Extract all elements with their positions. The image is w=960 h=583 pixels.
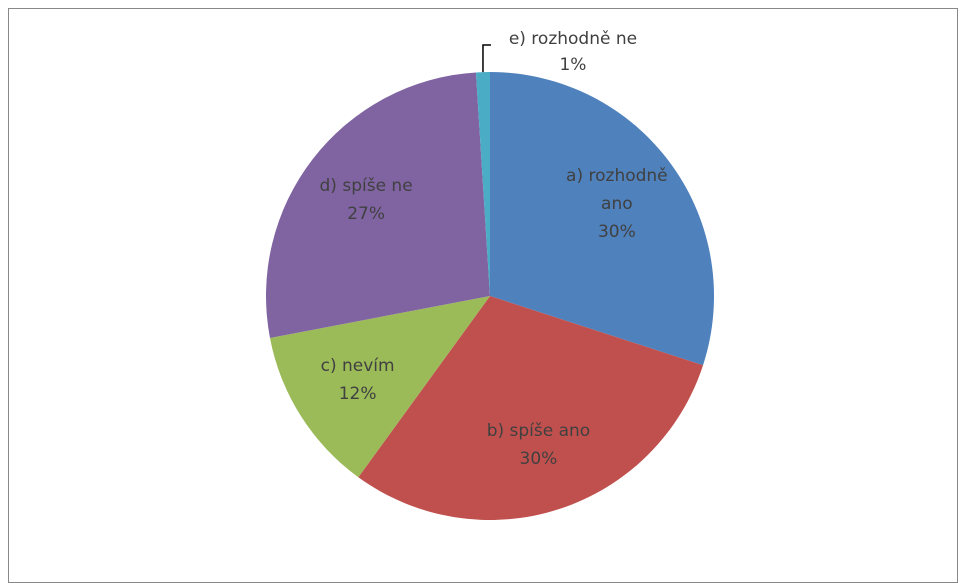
pie-slice <box>490 72 714 366</box>
slice-label: e) rozhodně ne 1% <box>509 26 637 78</box>
slice-label: c) nevím 12% <box>321 352 395 408</box>
pie-slice <box>266 72 490 338</box>
slice-name: c) nevím <box>320 356 395 377</box>
slice-value: 30% <box>597 221 636 242</box>
slice-value: 12% <box>338 384 377 405</box>
slice-label: a) rozhodně ano 30% <box>552 162 682 246</box>
slice-value: 1% <box>559 55 587 75</box>
pie-slice <box>358 296 704 521</box>
slice-name: b) spíše ano <box>486 421 591 442</box>
slice-value: 30% <box>519 449 558 470</box>
slice-label: b) spíše ano 30% <box>487 417 591 473</box>
slice-name: a) rozhodně ano <box>566 165 668 214</box>
leader-line <box>482 44 491 73</box>
slice-name: e) rozhodně ne <box>508 29 638 49</box>
pie-slice <box>269 296 490 478</box>
pie-slice <box>475 72 490 296</box>
slice-label: d) spíše ne 27% <box>320 172 413 228</box>
slice-name: d) spíše ne <box>319 175 413 196</box>
slice-value: 27% <box>347 203 385 224</box>
